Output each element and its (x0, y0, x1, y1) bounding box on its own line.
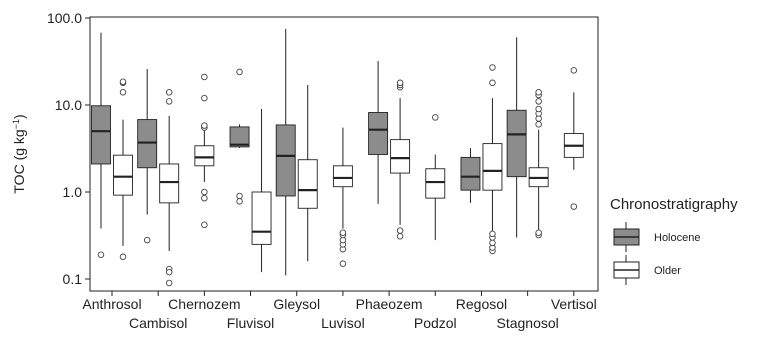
legend-keys: Holocene Older (613, 222, 700, 285)
outlier-point (143, 236, 151, 244)
outlier-point (396, 227, 404, 234)
outlier-point (119, 89, 127, 96)
x-tick-label: Phaeozem (356, 296, 423, 312)
box-iqr (506, 109, 527, 178)
outlier-point (489, 239, 496, 247)
y-tick-label: 100.0 (47, 10, 82, 26)
outlier-point (432, 114, 439, 121)
box-holocene-anthrosol (91, 32, 111, 258)
boxes-layer (91, 28, 584, 287)
box-holocene-regosol (460, 148, 481, 203)
outlier-point (201, 73, 208, 81)
box-older-gleysol (297, 84, 318, 262)
box-iqr (482, 143, 503, 191)
box-iqr (251, 191, 272, 245)
x-tick-label: Gleysol (273, 296, 320, 312)
outlier-point (236, 192, 243, 200)
box-holocene-stagnosol (506, 37, 527, 238)
box-older-cambisol (159, 89, 180, 287)
box-iqr (194, 145, 215, 167)
outlier-point (535, 121, 542, 128)
outlier-point (201, 221, 208, 229)
box-iqr (390, 139, 411, 174)
box-older-luvisol (332, 127, 353, 267)
outlier-point (535, 89, 542, 96)
outlier-point (119, 78, 127, 86)
y-axis-title: TOC (g kg−1) (11, 114, 27, 193)
box-older-fluvisol (251, 108, 272, 273)
box-older-podzol (425, 114, 446, 241)
outlier-point (165, 89, 173, 96)
box-iqr (425, 168, 446, 199)
box-iqr (91, 105, 111, 165)
x-tick-label: Chernozem (168, 296, 240, 312)
outlier-point (119, 253, 127, 261)
y-tick-label: 1.0 (63, 184, 83, 200)
box-older-phaeozem (390, 79, 411, 240)
outlier-point (201, 188, 208, 196)
legend: Chronostratigraphy Holocene Older (610, 196, 738, 285)
box-iqr (368, 112, 389, 155)
outlier-point (165, 279, 173, 287)
y-axis: 0.1 1.0 10.0 100.0 (47, 10, 90, 287)
x-tick-label: Regosol (456, 296, 507, 312)
legend-key-holocene: Holocene (613, 222, 700, 252)
outlier-point (236, 68, 243, 76)
outlier-point (489, 230, 496, 238)
plot-panel-border (89, 16, 599, 292)
box-holocene-fluvisol (229, 68, 250, 205)
outlier-point (489, 64, 496, 71)
outlier-point (396, 79, 404, 87)
legend-title: Chronostratigraphy (610, 196, 738, 213)
x-tick-label: Fluvisol (227, 315, 274, 331)
box-iqr (113, 154, 133, 196)
legend-key-older: Older (613, 255, 681, 285)
outlier-point (236, 198, 243, 205)
outlier-point (339, 260, 347, 267)
box-older-vertisol (563, 67, 584, 210)
outlier-point (535, 105, 542, 113)
x-tick-label: Cambisol (129, 315, 187, 331)
box-iqr (229, 126, 250, 148)
outlier-point (570, 67, 578, 74)
outlier-point (489, 79, 496, 87)
box-iqr (275, 124, 296, 197)
x-axis: Anthrosol Cambisol Chernozem Fluvisol Gleyso… (82, 291, 597, 331)
y-axis-title-main: TOC (g kg (11, 129, 27, 193)
outlier-point (339, 229, 347, 237)
box-iqr (159, 163, 180, 204)
outlier-point (535, 98, 542, 105)
box-iqr (460, 156, 481, 191)
box-holocene-cambisol (137, 68, 158, 244)
box-older-stagnosol (528, 89, 549, 239)
box-holocene-phaeozem (368, 61, 389, 204)
outlier-point (165, 98, 173, 105)
box-iqr (297, 159, 318, 209)
outlier-point (201, 94, 208, 102)
x-tick-label: Anthrosol (82, 296, 141, 312)
box-older-regosol (482, 64, 503, 255)
box-older-chernozem (194, 73, 215, 229)
legend-label: Older (654, 265, 681, 277)
outlier-point (570, 203, 578, 210)
x-tick-label: Vertisol (551, 296, 597, 312)
y-tick-label: 0.1 (63, 271, 83, 287)
legend-label: Holocene (654, 232, 700, 244)
outlier-point (535, 229, 542, 237)
box-holocene-gleysol (275, 28, 296, 276)
x-tick-label: Luvisol (321, 315, 365, 331)
x-tick-label: Stagnosol (496, 315, 558, 331)
box-older-anthrosol (113, 78, 133, 261)
y-axis-title-superscript: −1 (11, 119, 21, 129)
x-tick-label: Podzol (414, 315, 457, 331)
outlier-point (396, 233, 404, 240)
outlier-point (165, 268, 173, 276)
y-axis-title-suffix: ) (11, 114, 27, 119)
y-tick-label: 10.0 (55, 97, 82, 113)
box-iqr (332, 165, 353, 188)
outlier-point (201, 194, 208, 202)
outlier-point (97, 251, 105, 258)
outlier-point (201, 122, 208, 129)
